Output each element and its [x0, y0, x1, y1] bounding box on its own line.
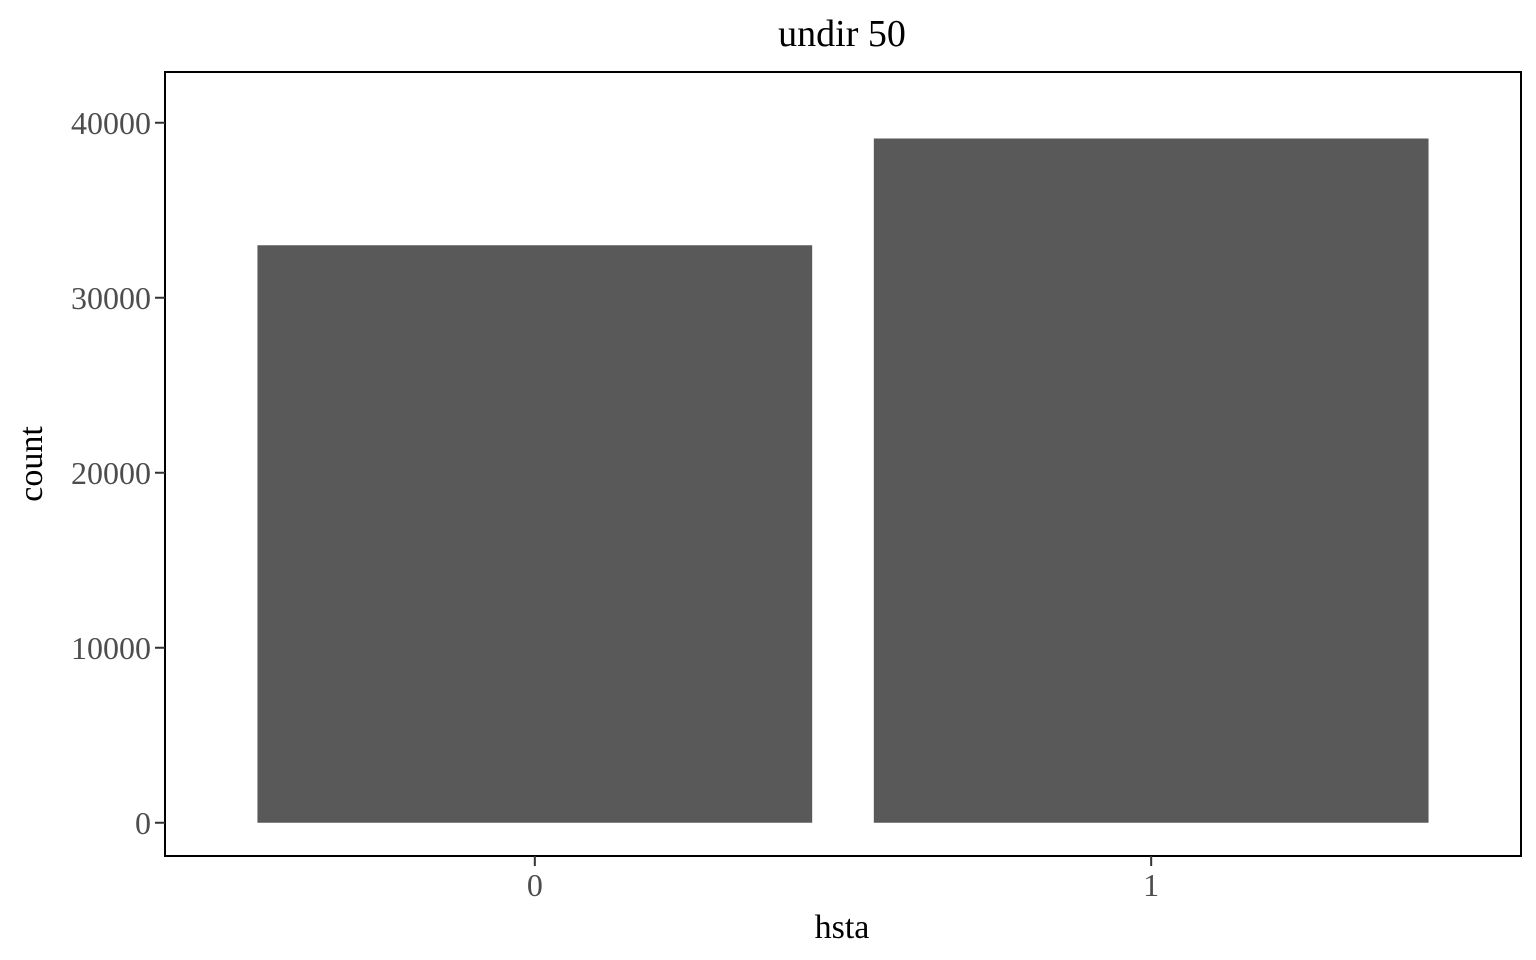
- y-tick-label: 10000: [71, 630, 151, 666]
- y-tick-label: 20000: [71, 455, 151, 491]
- x-axis-title: hsta: [815, 909, 870, 946]
- y-axis: 0 10000 20000 30000 40000: [71, 105, 165, 841]
- y-tick-label: 0: [135, 805, 151, 841]
- chart-title: undir 50: [778, 13, 906, 55]
- plot-panel-border: [164, 71, 1522, 857]
- y-axis-title: count: [13, 426, 50, 502]
- bar-1: [873, 138, 1429, 823]
- x-tick-label: 1: [1143, 867, 1159, 903]
- bars-group: [257, 138, 1429, 823]
- y-tick-label: 30000: [71, 280, 151, 316]
- x-tick-label: 0: [527, 867, 543, 903]
- y-tick-label: 40000: [71, 105, 151, 141]
- bar-0: [257, 245, 813, 823]
